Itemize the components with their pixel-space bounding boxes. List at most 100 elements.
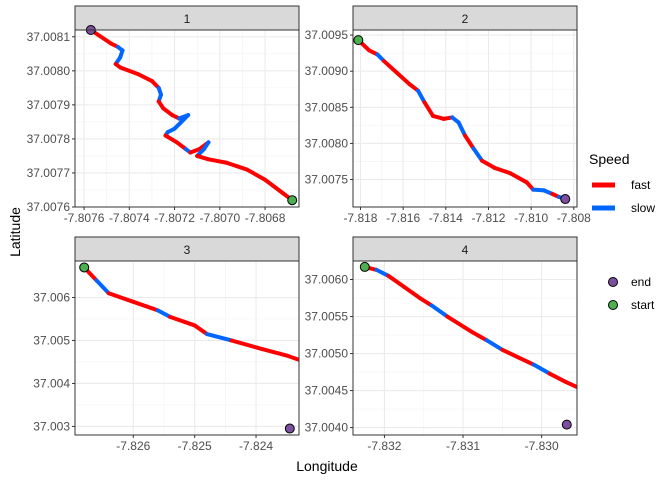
legend-label-slow: slow [631, 201, 655, 215]
track-line [82, 265, 329, 380]
track-segment-slow [471, 146, 485, 163]
track-segment-slow [155, 308, 173, 319]
x-tick-label: -7.825 [178, 439, 212, 453]
track-segment-slow [456, 120, 467, 138]
track-segment-slow [585, 391, 601, 397]
start-point-marker [353, 35, 364, 46]
track-segment-fast [516, 355, 536, 367]
facet-strip [74, 236, 300, 262]
y-tick-label: 37.0050 [305, 347, 349, 361]
y-tick-label: 37.0078 [27, 132, 71, 146]
facet-strip-label: 3 [184, 243, 191, 257]
track-segment-slow [632, 409, 636, 419]
legend-key-end [608, 277, 618, 287]
start-point-marker [287, 195, 298, 206]
y-tick-label: 37.0079 [27, 98, 71, 112]
panel-border [74, 260, 300, 436]
y-tick-label: 37.0090 [305, 64, 349, 78]
facet-strip-label: 1 [184, 12, 191, 26]
x-tick-label: -7.832 [367, 439, 401, 453]
track-segment-slow [204, 332, 234, 343]
x-tick-label: -7.830 [525, 439, 559, 453]
track-segment-fast [206, 157, 229, 165]
track-segment-slow [416, 88, 427, 105]
y-tick-label: 37.0045 [305, 384, 349, 398]
track-segment-fast [636, 419, 644, 422]
track-segment-slow [531, 362, 552, 376]
panel-border [352, 260, 578, 436]
track-segment-fast [468, 329, 489, 343]
track-segment-slow [429, 303, 450, 319]
x-axis-title: Longitude [296, 458, 358, 474]
track-segment-fast [168, 314, 197, 328]
facet-panel-3: 3 -7.826 -7.825 -7.824 37.003 37.004 37.005 37.… [33, 236, 329, 453]
legend-key-start [608, 300, 618, 310]
track-segment-slow [374, 267, 391, 278]
x-tick-label: -7.812 [471, 211, 505, 225]
facet-strip [74, 5, 300, 31]
track-segment-fast [417, 296, 434, 308]
y-tick-label: 37.0080 [305, 136, 349, 150]
y-axis-title: Latitude [7, 207, 23, 257]
track-segment-fast [224, 160, 249, 172]
x-tick-label: -7.8076 [64, 211, 105, 225]
track-segment-fast [263, 177, 286, 196]
y-tick-label: 37.0095 [305, 28, 349, 42]
y-tick-label: 37.0076 [27, 200, 71, 214]
y-tick-label: 37.0077 [27, 166, 71, 180]
track-segment-fast [229, 338, 265, 352]
y-tick-label: 37.003 [33, 419, 70, 433]
x-tick-label: -7.8068 [245, 211, 286, 225]
track-segment-fast [386, 273, 407, 289]
speed-legend: Speed fast slow [589, 151, 655, 215]
track-segment-fast [163, 133, 179, 145]
start-point-marker [359, 261, 370, 272]
x-tick-label: -7.808 [557, 211, 591, 225]
x-tick-label: -7.8074 [109, 211, 150, 225]
facet-strip [352, 5, 578, 31]
track-segment-fast [563, 379, 577, 390]
x-tick-label: -7.824 [239, 439, 273, 453]
start-point-marker [79, 262, 90, 273]
track-segment-fast [616, 404, 632, 409]
track-segment-fast [192, 323, 209, 337]
y-tick-label: 37.0085 [305, 100, 349, 114]
panel-border [352, 29, 578, 208]
facet-panel-2: 2 -7.818 -7.816 -7.814 -7.812 -7.810 -7.808 37.… [305, 5, 591, 225]
track-segment-fast [422, 100, 435, 118]
y-tick-label: 37.006 [33, 291, 70, 305]
track-segment-fast [317, 371, 329, 380]
facet-strip-label: 4 [462, 243, 469, 257]
end-point-marker [560, 194, 571, 205]
facet-panel-1: 1 -7.8076 -7.8074 -7.8072 -7.8070 -7.8068 37.0… [27, 5, 300, 225]
x-tick-label: -7.816 [386, 211, 420, 225]
end-point-marker [284, 423, 295, 434]
track-segment-slow [94, 278, 111, 296]
y-tick-label: 37.004 [33, 376, 70, 390]
points-legend: end start [608, 275, 655, 312]
track-segment-fast [445, 314, 473, 334]
legend-label-end: end [631, 275, 651, 289]
track-segment-fast [244, 167, 268, 182]
x-tick-label: -7.8070 [199, 211, 240, 225]
x-tick-label: -7.831 [446, 439, 480, 453]
x-tick-label: -7.810 [514, 211, 548, 225]
y-tick-label: 37.0075 [305, 173, 349, 187]
x-tick-label: -7.8072 [154, 211, 195, 225]
track-segment-fast [284, 353, 299, 362]
track-segment-fast [601, 396, 617, 403]
track-segment-fast [136, 72, 154, 84]
track-segment-fast [500, 347, 521, 360]
x-tick-label: -7.826 [116, 439, 150, 453]
track-segment-fast [492, 165, 512, 176]
legend-label-start: start [631, 298, 655, 312]
y-tick-label: 37.0040 [305, 421, 349, 435]
track-segment-fast [106, 291, 136, 304]
track-segment-fast [381, 59, 399, 75]
speed-legend-title: Speed [589, 151, 629, 167]
track-segment-fast [131, 299, 160, 313]
panel-border [74, 29, 300, 208]
plot-area [353, 261, 577, 435]
track-segment-slow [484, 338, 505, 352]
